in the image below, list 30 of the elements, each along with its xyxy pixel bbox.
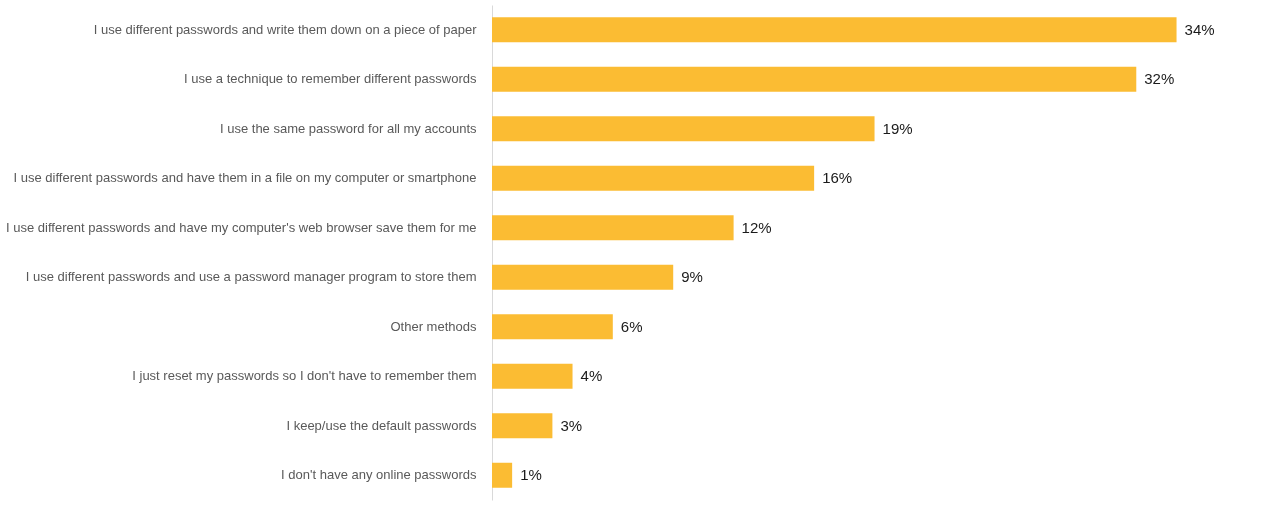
bar: [492, 413, 553, 439]
data-label: 32%: [1144, 70, 1175, 88]
data-label: 9%: [681, 268, 703, 286]
bar: [492, 66, 1137, 92]
y-tick-label: I use different passwords and have them in a file on my computer or smartphone: [13, 170, 477, 186]
bar: [492, 116, 875, 142]
bar: [492, 314, 613, 340]
bar: [492, 462, 513, 488]
data-label: 16%: [822, 169, 853, 187]
bar: [492, 165, 815, 191]
data-label: 19%: [882, 119, 913, 137]
y-tick-label: I just reset my passwords so I don't have to remember them: [132, 368, 477, 384]
y-tick-label: I use different passwords and have my computer's web browser save them for me: [6, 219, 477, 235]
y-tick-label: I use a technique to remember different passwords: [184, 71, 477, 87]
data-label: 12%: [741, 218, 772, 236]
data-label: 34%: [1184, 20, 1215, 38]
data-label: 1%: [520, 466, 542, 484]
y-tick-label: I don't have any online passwords: [281, 467, 477, 483]
y-tick-label: I keep/use the default passwords: [286, 417, 477, 433]
y-tick-label: Other methods: [390, 318, 477, 334]
data-label: 6%: [620, 317, 643, 335]
data-label: 4%: [580, 367, 603, 385]
bar: [492, 363, 573, 389]
bar: [492, 264, 674, 290]
y-tick-label: I use different passwords and write them down on a piece of paper: [93, 21, 478, 37]
data-label: 3%: [560, 416, 583, 434]
bar: [492, 215, 734, 241]
y-tick-label: I use different passwords and use a password manager program to store them: [25, 269, 477, 285]
y-tick-label: I use the same password for all my accounts: [219, 120, 477, 136]
bar: [492, 17, 1177, 43]
